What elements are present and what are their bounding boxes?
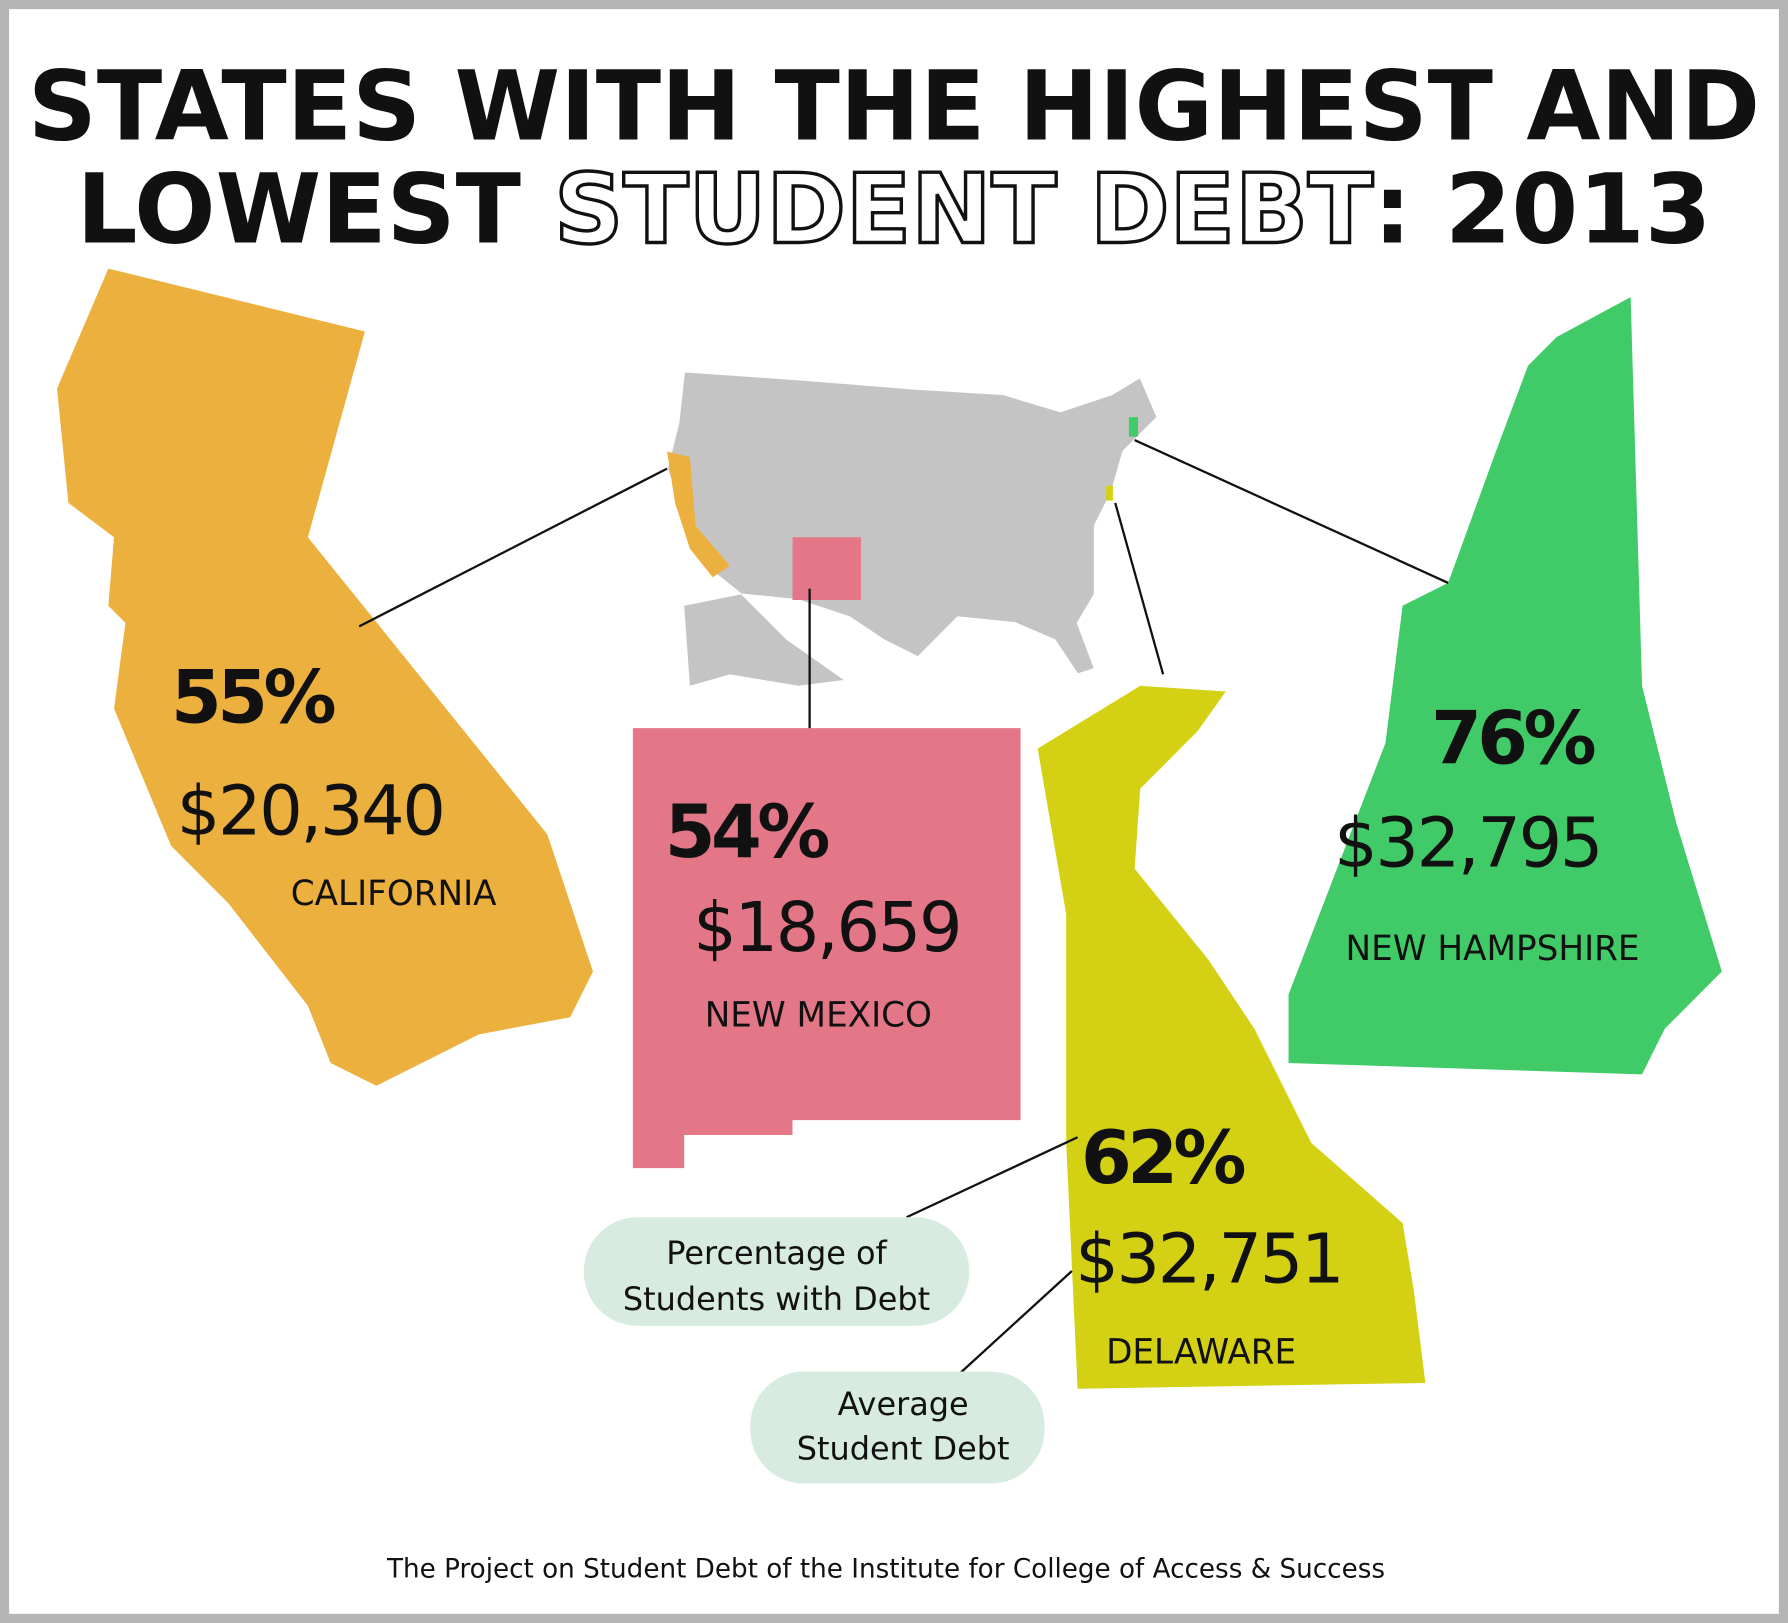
title-line-2: LOWEST STUDENT DEBT: 2013 <box>77 153 1712 265</box>
percent: 76% <box>1431 696 1594 781</box>
connector <box>906 1136 1079 1219</box>
percent: 54% <box>665 790 828 875</box>
us-map <box>666 370 1159 686</box>
state-name: NEW HAMPSHIRE <box>1346 929 1640 969</box>
state-name: CALIFORNIA <box>291 874 497 914</box>
california-shape <box>57 268 593 1086</box>
title-part: : 2013 <box>1373 153 1711 265</box>
debt: $32,795 <box>1334 803 1601 883</box>
legend-pill <box>750 1371 1045 1484</box>
state-name: DELAWARE <box>1106 1333 1296 1373</box>
new-mexico-shape <box>632 728 1021 1169</box>
legend-label: Average <box>838 1385 969 1423</box>
legend-label: Percentage of <box>666 1234 887 1272</box>
title-outline: STUDENT DEBT <box>554 153 1373 265</box>
percent: 55% <box>171 655 334 740</box>
connector <box>1134 438 1449 584</box>
new-hampshire-shape <box>1288 297 1722 1075</box>
source: The Project on Student Debt of the Insti… <box>386 1554 1385 1584</box>
debt: $32,751 <box>1075 1219 1342 1299</box>
debt: $20,340 <box>177 771 444 851</box>
debt: $18,659 <box>693 888 960 968</box>
legend-pill <box>583 1217 970 1326</box>
connector <box>1114 502 1165 675</box>
legend-label: Student Debt <box>797 1430 1010 1468</box>
percent: 62% <box>1081 1116 1244 1201</box>
state-name: NEW MEXICO <box>705 995 932 1035</box>
title-part: LOWEST <box>77 153 555 265</box>
connector <box>954 1270 1073 1379</box>
delaware-shape <box>1037 685 1426 1389</box>
legend-label: Students with Debt <box>623 1280 930 1318</box>
title-line-1: STATES WITH THE HIGHEST AND <box>28 50 1760 162</box>
connector <box>358 467 668 628</box>
